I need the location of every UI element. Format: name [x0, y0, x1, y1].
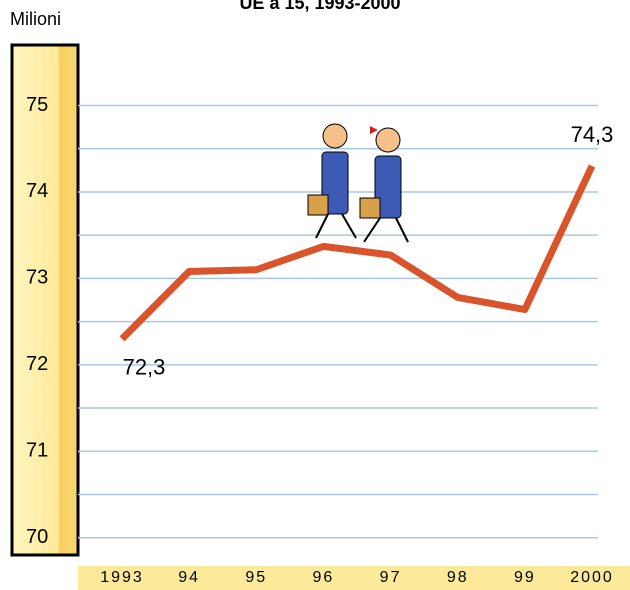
x-tick-label: 96	[313, 569, 335, 586]
x-tick-label: 94	[178, 569, 200, 586]
x-tick-label: 95	[245, 569, 267, 586]
y-tick-label: 73	[26, 267, 48, 289]
x-tick-label: 98	[447, 569, 469, 586]
x-tick-label: 99	[514, 569, 536, 586]
chart-title: UE a 15, 1993-2000	[239, 0, 400, 13]
data-line	[119, 164, 596, 342]
y-axis-band	[10, 43, 80, 557]
x-axis-band	[78, 566, 630, 590]
data-label: 72,3	[123, 355, 166, 380]
y-tick-label: 71	[26, 440, 48, 462]
cartoon-figures	[307, 123, 409, 243]
y-tick-label: 72	[26, 353, 48, 375]
x-tick-label: 1993	[100, 569, 144, 586]
x-tick-label: 2000	[570, 569, 614, 586]
x-tick-label: 97	[380, 569, 402, 586]
y-tick-label: 74	[26, 180, 48, 202]
y-tick-label: 75	[26, 94, 48, 116]
y-axis-label: Milioni	[10, 9, 61, 29]
y-tick-label: 70	[26, 526, 48, 548]
data-label: 74,3	[571, 122, 614, 147]
